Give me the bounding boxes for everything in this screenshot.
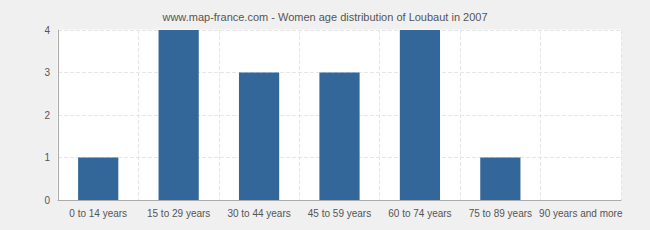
svg-text:15 to 29 years: 15 to 29 years [147,208,210,219]
svg-text:www.map-france.com - Women age: www.map-france.com - Women age distribut… [161,11,487,23]
svg-text:2: 2 [44,110,50,121]
svg-text:0 to 14 years: 0 to 14 years [69,208,127,219]
svg-text:75 to 89 years: 75 to 89 years [469,208,532,219]
svg-text:0: 0 [44,195,50,206]
svg-text:60 to 74 years: 60 to 74 years [388,208,451,219]
svg-text:30 to 44 years: 30 to 44 years [227,208,290,219]
svg-text:4: 4 [44,25,50,36]
svg-text:90 years and more: 90 years and more [539,208,623,219]
svg-text:3: 3 [44,67,50,78]
svg-text:45 to 59 years: 45 to 59 years [308,208,371,219]
svg-text:1: 1 [44,152,50,163]
